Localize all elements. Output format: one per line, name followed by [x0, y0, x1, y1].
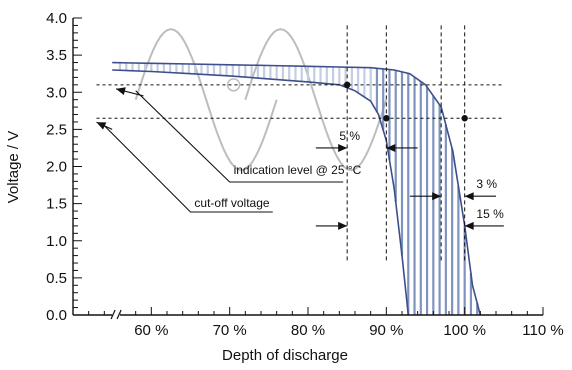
y-tick-label: 3.5	[46, 47, 67, 64]
ghost-curve-left	[134, 28, 278, 172]
cutoff-arrow-head	[96, 122, 107, 130]
y-tick-label: 4.0	[46, 10, 67, 27]
indication-level-label: indication level @ 25 °C	[234, 163, 362, 177]
x-tick-label: 60 %	[134, 322, 168, 339]
x-tick-label: 70 %	[213, 322, 247, 339]
span-15-arrow-right-head	[464, 221, 474, 230]
axis-break-mark	[110, 309, 122, 320]
indication-level-leader	[135, 90, 344, 183]
series-line-1	[112, 61, 482, 316]
span-3-label: 3 %	[476, 177, 497, 191]
intersection-point	[343, 81, 351, 89]
intersection-point	[383, 115, 390, 122]
y-axis-title: Voltage / V	[5, 131, 22, 204]
axis-break-gap	[112, 310, 121, 320]
span-5-arrow-left-head	[338, 143, 348, 152]
intersection-point	[461, 115, 468, 122]
span-15-arrow-left-head	[338, 221, 348, 230]
y-tick-label: 0.0	[46, 307, 67, 324]
span-15-label: 15 %	[476, 207, 504, 221]
x-tick-label: 90 %	[369, 322, 403, 339]
reference-lines	[96, 25, 504, 264]
axes: 0.0 0.5 1.0 1.5 2.0 2.5 3.0 3.5 4.0 60 % 70 % 80 % 9…	[46, 10, 564, 339]
annotations: indication level @ 25 °C cut-off voltage 5…	[96, 87, 504, 230]
y-tick-label: 0.5	[46, 270, 67, 287]
y-tick-label: 2.5	[46, 121, 67, 138]
span-5-label: 5 %	[339, 129, 360, 143]
span-5-arrow-right-head	[386, 143, 396, 152]
cutoff-leader	[103, 125, 273, 213]
indication-level-arrow-head	[116, 87, 126, 95]
y-tick-label: 3.0	[46, 84, 67, 101]
x-tick-label: 80 %	[291, 322, 325, 339]
ghost-marker	[226, 78, 241, 92]
span-3-arrow-left-head	[432, 192, 442, 201]
span-3-arrow-right-head	[464, 192, 474, 201]
y-tick-label: 1.0	[46, 233, 67, 250]
cutoff-label: cut-off voltage	[194, 196, 269, 210]
ghost-curves	[134, 28, 388, 172]
x-axis-title: Depth of discharge	[222, 347, 348, 364]
y-tick-label: 1.5	[46, 196, 67, 213]
y-tick-label: 2.0	[46, 159, 67, 176]
x-tick-label: 100 %	[443, 322, 486, 339]
ghost-curve-right	[244, 28, 388, 172]
x-tick-label: 110 %	[522, 322, 563, 339]
series-line-2	[112, 69, 410, 316]
